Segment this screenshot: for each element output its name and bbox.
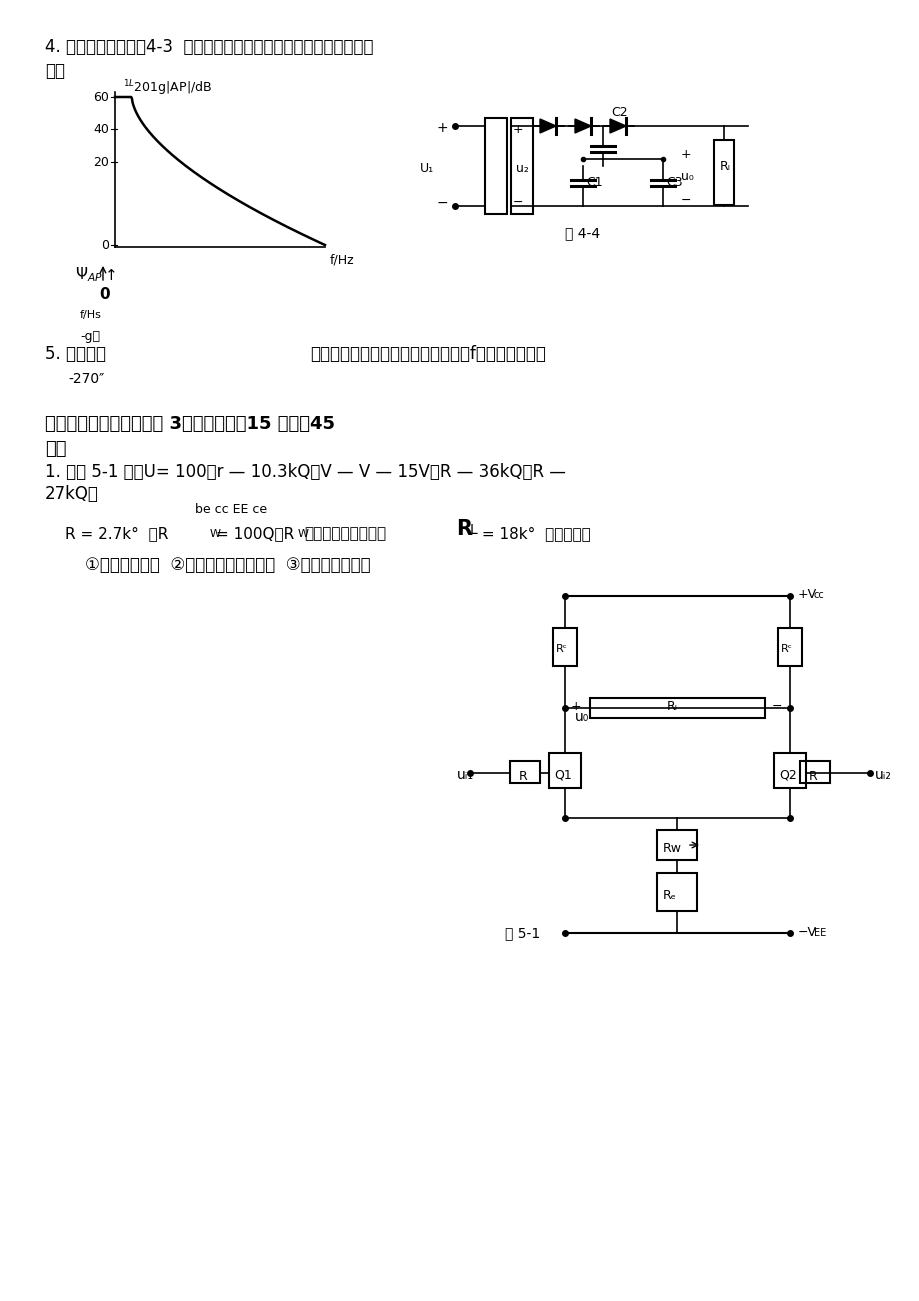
- Text: W: W: [298, 530, 309, 539]
- Text: EE: EE: [813, 928, 825, 938]
- Bar: [656, 873, 697, 911]
- Text: −V: −V: [797, 926, 816, 939]
- Text: uᵢ₁: uᵢ₁: [457, 768, 473, 782]
- Text: 分）: 分）: [45, 440, 66, 458]
- Text: C1: C1: [585, 176, 602, 189]
- Text: u₀: u₀: [574, 710, 588, 723]
- Polygon shape: [574, 118, 590, 133]
- Text: C3: C3: [665, 176, 682, 189]
- Text: R: R: [518, 770, 528, 783]
- Text: 图 5-1: 图 5-1: [505, 926, 539, 941]
- Text: +V: +V: [797, 588, 816, 601]
- Text: 由。: 由。: [45, 62, 65, 79]
- Text: Q1: Q1: [553, 769, 571, 782]
- Polygon shape: [609, 118, 625, 133]
- Text: −: −: [680, 194, 691, 207]
- Polygon shape: [539, 118, 555, 133]
- Text: = 100Q，R: = 100Q，R: [216, 526, 294, 541]
- Text: −: −: [513, 196, 523, 209]
- Text: 容、负载电阻两端的电压值（设刀顶f，为最大值）。: 容、负载电阻两端的电压值（设刀顶f，为最大值）。: [310, 345, 545, 363]
- Text: 0: 0: [101, 238, 108, 251]
- Text: $\Psi_{AP}$: $\Psi_{AP}$: [75, 265, 103, 284]
- Text: f/Hz: f/Hz: [330, 252, 354, 265]
- Text: −: −: [437, 196, 448, 209]
- Text: U₁: U₁: [420, 163, 434, 176]
- Text: +: +: [437, 121, 448, 135]
- Text: Rₗ: Rₗ: [666, 700, 677, 713]
- Text: = 18k°  ，试估算：: = 18k° ，试估算：: [476, 526, 590, 541]
- Text: 5. 试分析图: 5. 试分析图: [45, 345, 106, 363]
- Text: Rᶜ: Rᶜ: [780, 644, 792, 654]
- Text: Rₑ: Rₑ: [663, 889, 676, 902]
- Text: +: +: [571, 700, 581, 713]
- Text: Q2: Q2: [778, 769, 796, 782]
- Text: -g护: -g护: [80, 330, 100, 343]
- Text: 图 4-4: 图 4-4: [564, 226, 599, 239]
- Bar: [800, 761, 829, 783]
- Text: 27kQ，: 27kQ，: [45, 485, 98, 503]
- Text: 的滑动端处于中点，: 的滑动端处于中点，: [303, 526, 386, 541]
- Bar: [589, 699, 765, 718]
- Text: Rᶜ: Rᶜ: [555, 644, 567, 654]
- Text: W: W: [210, 530, 221, 539]
- Text: 40: 40: [93, 122, 108, 135]
- Text: uᵢ₂: uᵢ₂: [874, 768, 891, 782]
- Text: ↑: ↑: [105, 268, 118, 284]
- Text: -270″: -270″: [68, 372, 104, 386]
- Text: +: +: [513, 124, 523, 137]
- Bar: [552, 628, 576, 666]
- Bar: [656, 830, 697, 860]
- Text: 0: 0: [99, 288, 109, 302]
- Text: Rᴡ: Rᴡ: [663, 842, 681, 855]
- Text: C2: C2: [610, 105, 627, 118]
- Text: R: R: [456, 519, 471, 539]
- Bar: [713, 141, 733, 206]
- Text: 20: 20: [93, 156, 108, 169]
- Text: $^{1L}$201g|AP|/dB: $^{1L}$201g|AP|/dB: [123, 78, 212, 98]
- Bar: [510, 118, 532, 213]
- Text: −: −: [771, 700, 782, 713]
- Text: cc: cc: [813, 589, 823, 600]
- Text: ①静态工作点；  ②差模电压放大倍数；  ③差模输入电阻。: ①静态工作点； ②差模电压放大倍数； ③差模输入电阻。: [85, 556, 370, 574]
- Bar: [773, 753, 805, 788]
- Text: be cc EE ce: be cc EE ce: [195, 503, 267, 516]
- Text: 60: 60: [93, 91, 108, 104]
- Text: 1. 在图 5-1 中，U= 100，r — 10.3kQ，V — V — 15V，R — 36kQ，R —: 1. 在图 5-1 中，U= 100，r — 10.3kQ，V — V — 15…: [45, 463, 565, 481]
- Bar: [777, 628, 801, 666]
- Text: u₂: u₂: [516, 163, 528, 176]
- Text: Rₗ: Rₗ: [720, 160, 730, 173]
- Text: u₀: u₀: [680, 170, 693, 183]
- Text: +: +: [680, 148, 691, 161]
- Text: f/Hs: f/Hs: [80, 310, 102, 320]
- Bar: [509, 761, 539, 783]
- Text: R = 2.7k°  ，R: R = 2.7k° ，R: [65, 526, 168, 541]
- Text: R: R: [808, 770, 817, 783]
- Text: L: L: [470, 523, 477, 537]
- Text: 4. 请用图示法说明图4-3  所示电路能否产生自激振荡？并简单说明理: 4. 请用图示法说明图4-3 所示电路能否产生自激振荡？并简单说明理: [45, 38, 373, 56]
- Bar: [484, 118, 506, 213]
- Bar: [549, 753, 581, 788]
- Text: 五、计算题（只选做其中 3小题，每小题15 分，共45: 五、计算题（只选做其中 3小题，每小题15 分，共45: [45, 415, 335, 433]
